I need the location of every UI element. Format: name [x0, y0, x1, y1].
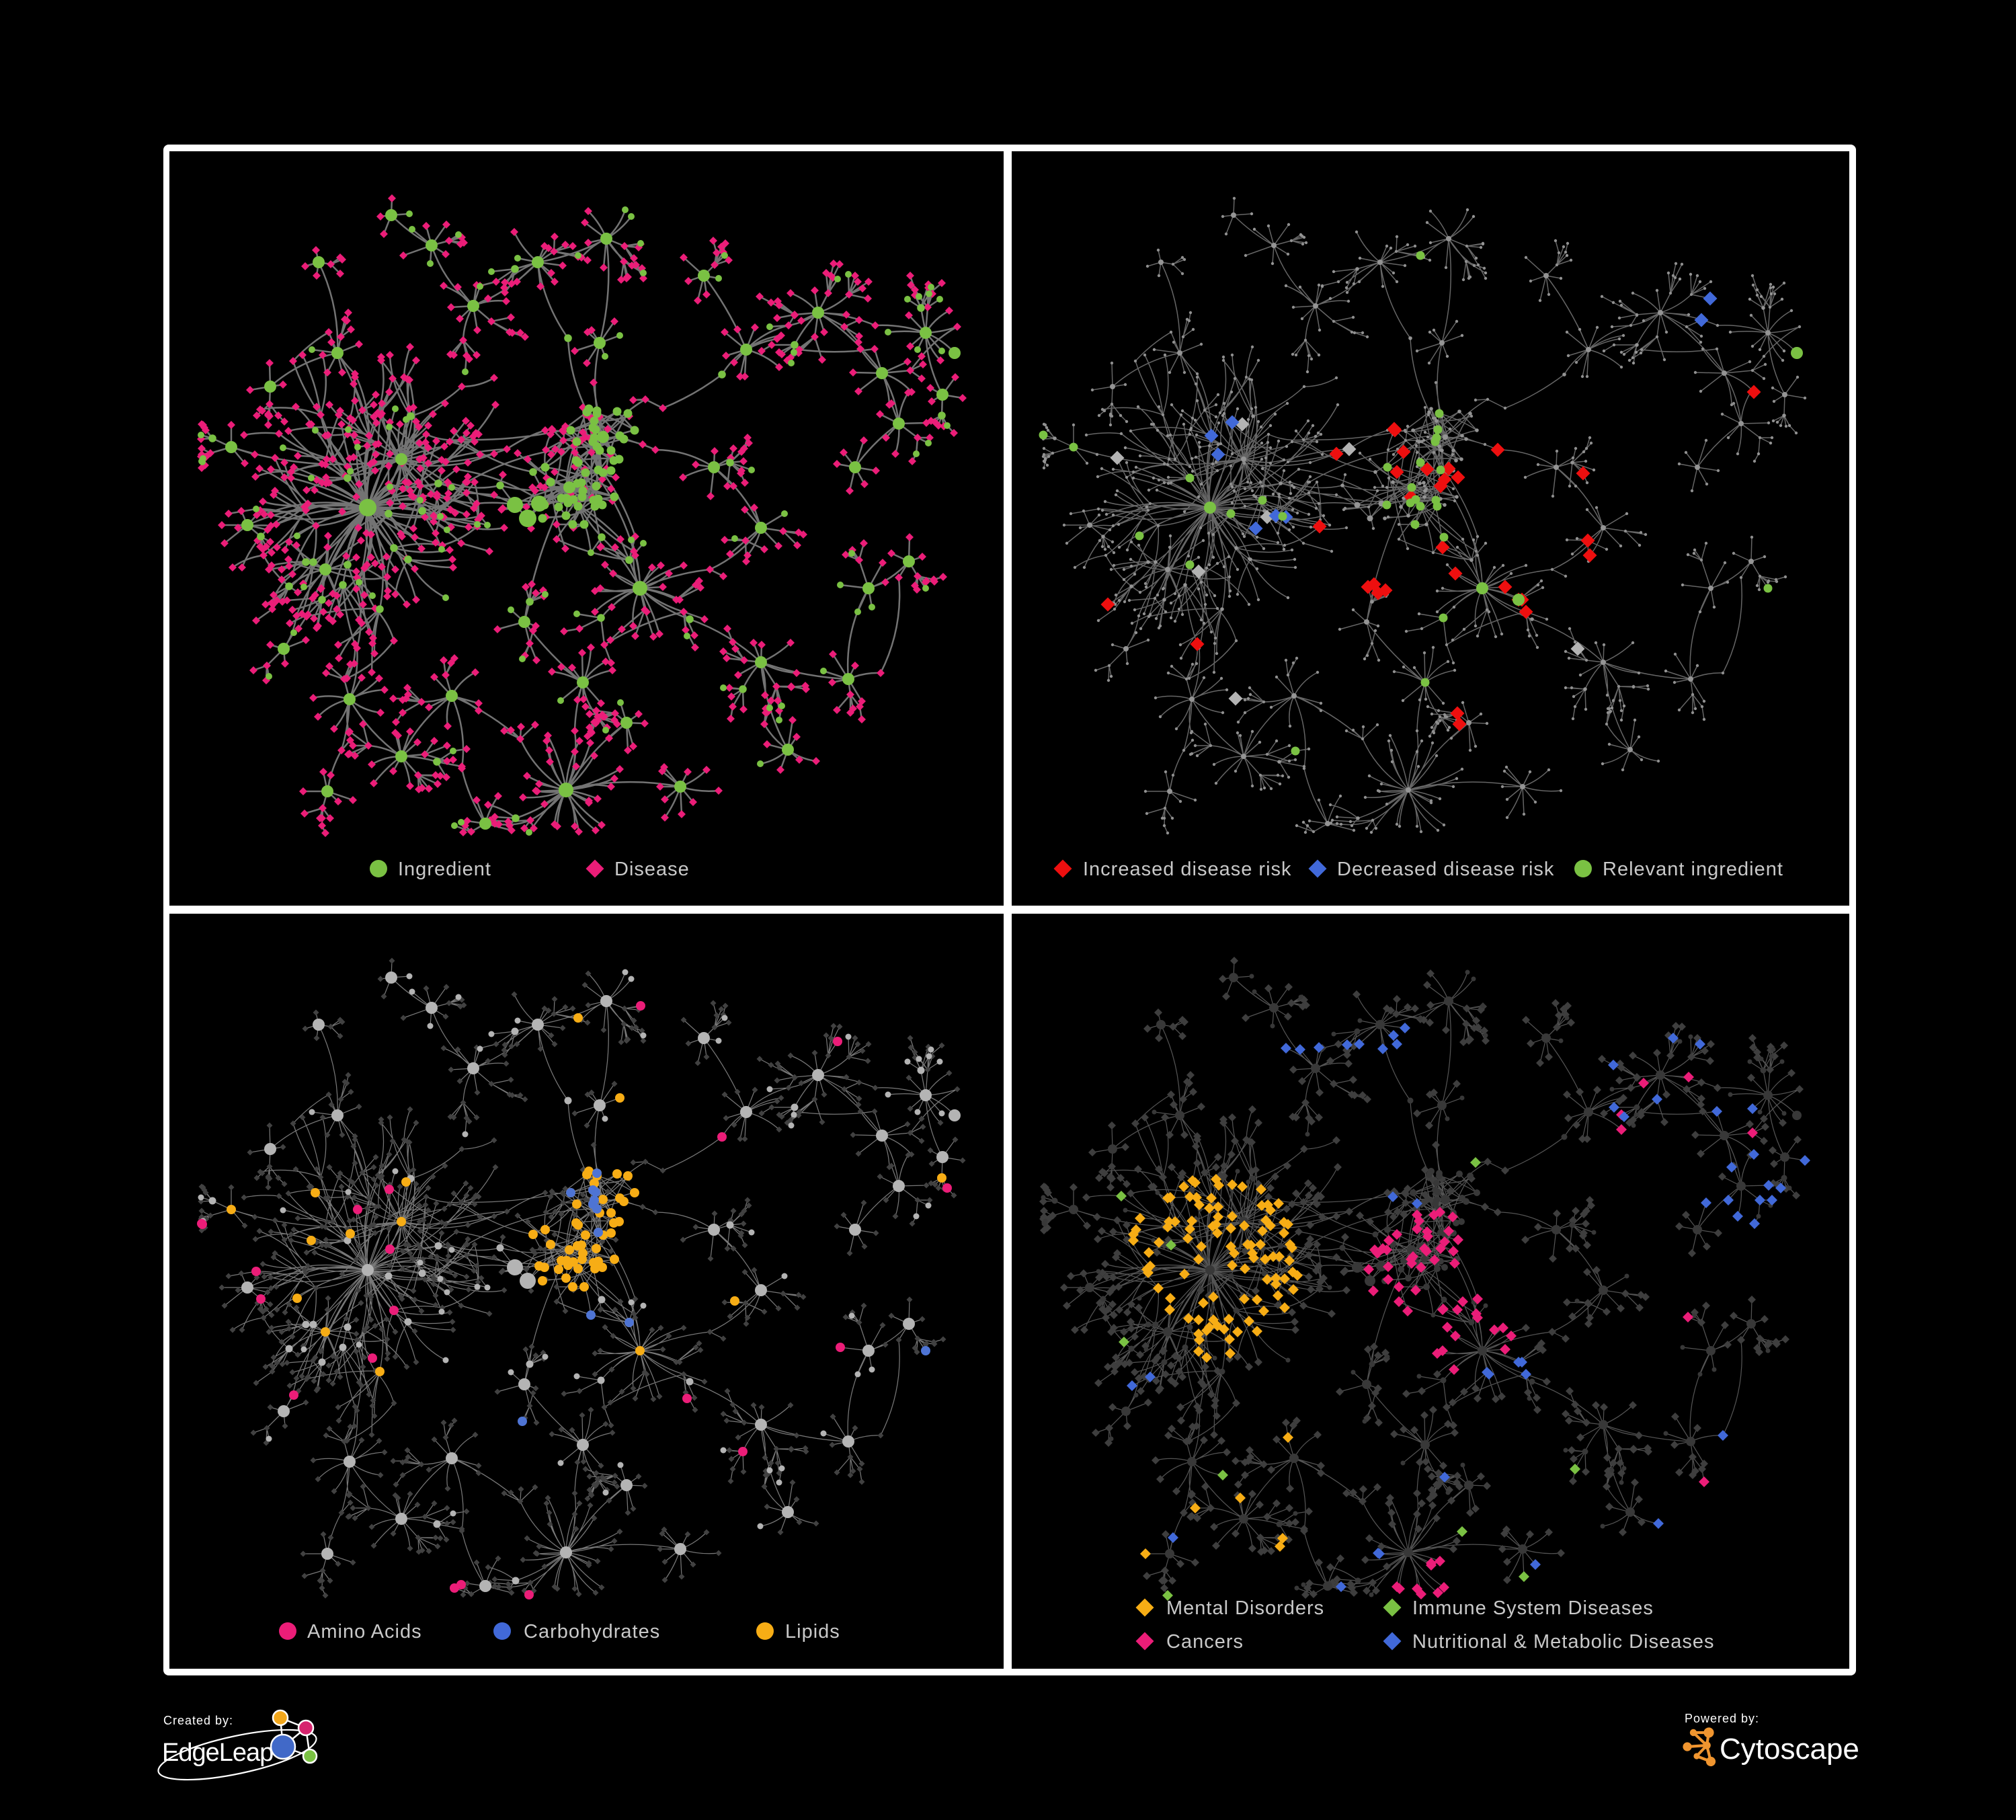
svg-text:Powered by:: Powered by: [1685, 1712, 1759, 1725]
svg-text:Created by:: Created by: [163, 1714, 233, 1727]
svg-text:Amino Acids: Amino Acids [307, 1621, 422, 1643]
svg-text:Carbohydrates: Carbohydrates [524, 1621, 660, 1643]
svg-text:Mental Disorders: Mental Disorders [1166, 1597, 1324, 1619]
svg-text:Immune System Diseases: Immune System Diseases [1412, 1597, 1654, 1619]
svg-text:Ingredient: Ingredient [398, 859, 491, 880]
svg-text:Lipids: Lipids [785, 1621, 840, 1643]
svg-text:Cancers: Cancers [1166, 1631, 1244, 1653]
svg-text:Cytoscape: Cytoscape [1720, 1733, 1859, 1766]
svg-text:Nutritional & Metabolic Diseas: Nutritional & Metabolic Diseases [1412, 1631, 1714, 1653]
svg-text:Decreased disease risk: Decreased disease risk [1337, 859, 1554, 880]
svg-text:Disease: Disease [614, 859, 690, 880]
svg-text:Relevant ingredient: Relevant ingredient [1603, 859, 1783, 880]
svg-text:Increased disease risk: Increased disease risk [1083, 859, 1292, 880]
svg-text:EdgeLeap: EdgeLeap [162, 1739, 273, 1767]
